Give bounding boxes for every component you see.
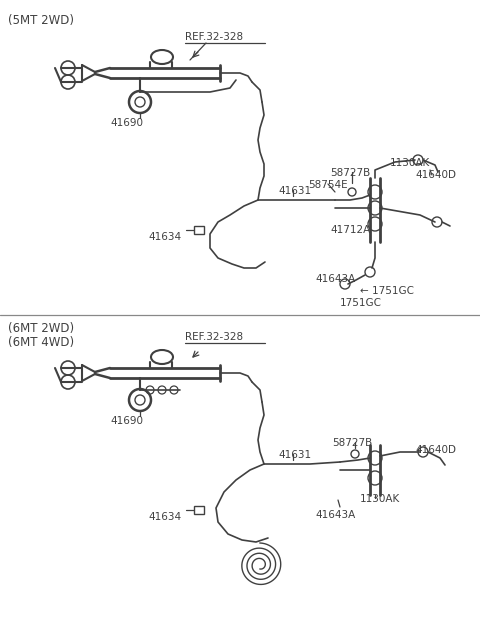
Text: 41690: 41690 bbox=[110, 416, 143, 426]
Text: 1130AK: 1130AK bbox=[390, 158, 430, 168]
Text: 41643A: 41643A bbox=[315, 510, 355, 520]
Text: 41712A: 41712A bbox=[330, 225, 370, 235]
Text: 41634: 41634 bbox=[149, 232, 182, 242]
Text: 41631: 41631 bbox=[278, 186, 311, 196]
Text: 41631: 41631 bbox=[278, 450, 311, 460]
Text: 41690: 41690 bbox=[110, 118, 143, 128]
Text: 1130AK: 1130AK bbox=[360, 494, 400, 504]
Text: 41640D: 41640D bbox=[415, 170, 456, 180]
Text: 41634: 41634 bbox=[149, 512, 182, 522]
Text: ← 1751GC: ← 1751GC bbox=[360, 286, 414, 296]
Text: 41640D: 41640D bbox=[415, 445, 456, 455]
Text: REF.32-328: REF.32-328 bbox=[185, 32, 243, 42]
Text: (6MT 2WD): (6MT 2WD) bbox=[8, 322, 74, 335]
Text: (6MT 4WD): (6MT 4WD) bbox=[8, 336, 74, 349]
Text: 41643A: 41643A bbox=[315, 274, 355, 284]
Bar bbox=[194, 506, 204, 514]
Text: 58754E: 58754E bbox=[308, 180, 348, 190]
Text: REF.32-328: REF.32-328 bbox=[185, 332, 243, 342]
Text: 58727B: 58727B bbox=[332, 438, 372, 448]
Bar bbox=[194, 226, 204, 234]
Text: 1751GC: 1751GC bbox=[340, 298, 382, 308]
Text: 58727B: 58727B bbox=[330, 168, 370, 178]
Text: (5MT 2WD): (5MT 2WD) bbox=[8, 14, 74, 27]
